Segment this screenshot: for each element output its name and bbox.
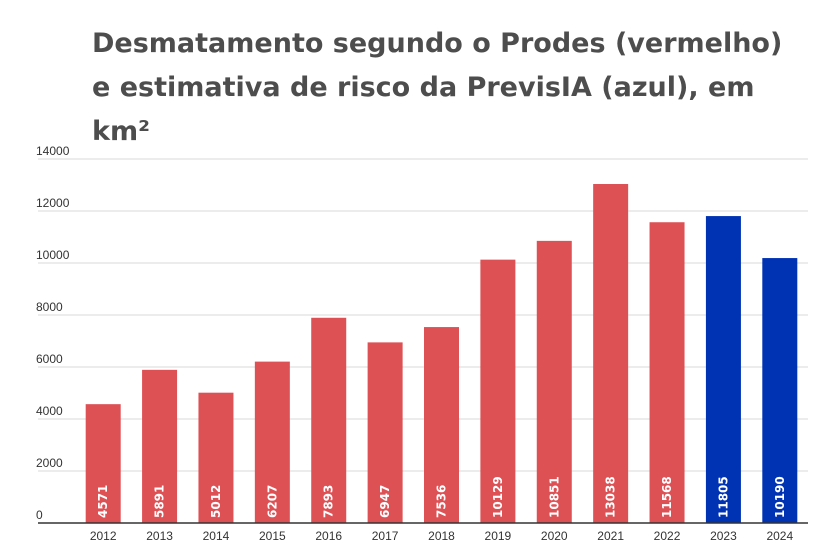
x-tick-label: 2018 <box>428 529 455 543</box>
x-tick-label: 2020 <box>541 529 568 543</box>
bar <box>762 258 798 523</box>
bar-data-label: 4571 <box>96 485 110 518</box>
bar <box>536 240 572 523</box>
bar-data-label: 6947 <box>378 485 392 518</box>
bar-data-label: 10190 <box>773 476 787 518</box>
bar-data-label: 11805 <box>716 476 730 518</box>
bars <box>85 184 798 523</box>
bar <box>85 404 121 523</box>
bar <box>705 216 741 523</box>
x-tick-label: 2013 <box>146 529 173 543</box>
chart-title: Desmatamento segundo o Prodes (vermelho)… <box>92 28 783 147</box>
bar <box>367 342 403 523</box>
bar <box>311 317 347 523</box>
bar-data-label: 13038 <box>604 476 618 518</box>
y-tick-label: 12000 <box>36 196 70 210</box>
y-tick-label: 2000 <box>36 456 63 470</box>
x-tick-label: 2019 <box>485 529 512 543</box>
bar-data-label: 7893 <box>322 485 336 518</box>
y-tick-label: 14000 <box>36 144 70 158</box>
x-axis-ticks: 2012 2013 2014 2015 2016 2017 2018 2019 2020 2021… <box>90 529 794 543</box>
y-tick-label: 4000 <box>36 404 63 418</box>
bar-data-label: 10129 <box>491 476 505 518</box>
y-tick-label: 8000 <box>36 300 63 314</box>
y-tick-label: 10000 <box>36 248 70 262</box>
bar-data-label: 5012 <box>209 485 223 518</box>
bar-data-label: 6207 <box>265 485 279 518</box>
x-tick-label: 2023 <box>710 529 737 543</box>
bar <box>593 184 629 523</box>
x-tick-label: 2012 <box>90 529 117 543</box>
y-tick-label: 6000 <box>36 352 63 366</box>
bar-data-label: 11568 <box>660 476 674 518</box>
bar <box>480 259 516 523</box>
x-tick-label: 2014 <box>203 529 230 543</box>
bar-data-label: 5891 <box>153 485 167 518</box>
bar <box>649 222 685 523</box>
y-axis-ticks: 0 2000 4000 6000 8000 10000 12000 14000 <box>36 144 70 522</box>
bar <box>424 327 459 523</box>
bar-data-labels: 4571 5891 5012 6207 7893 6947 7536 10129 10851 13… <box>96 476 787 518</box>
x-tick-label: 2017 <box>372 529 399 543</box>
x-tick-label: 2022 <box>654 529 681 543</box>
bar <box>254 361 290 523</box>
bar-data-label: 10851 <box>547 476 561 518</box>
x-tick-label: 2015 <box>259 529 286 543</box>
y-tick-label: 0 <box>36 508 43 522</box>
x-tick-label: 2024 <box>766 529 793 543</box>
bar <box>198 392 234 523</box>
x-tick-label: 2016 <box>315 529 342 543</box>
bar <box>142 369 178 523</box>
bar-data-label: 7536 <box>435 485 449 518</box>
x-tick-label: 2021 <box>597 529 624 543</box>
